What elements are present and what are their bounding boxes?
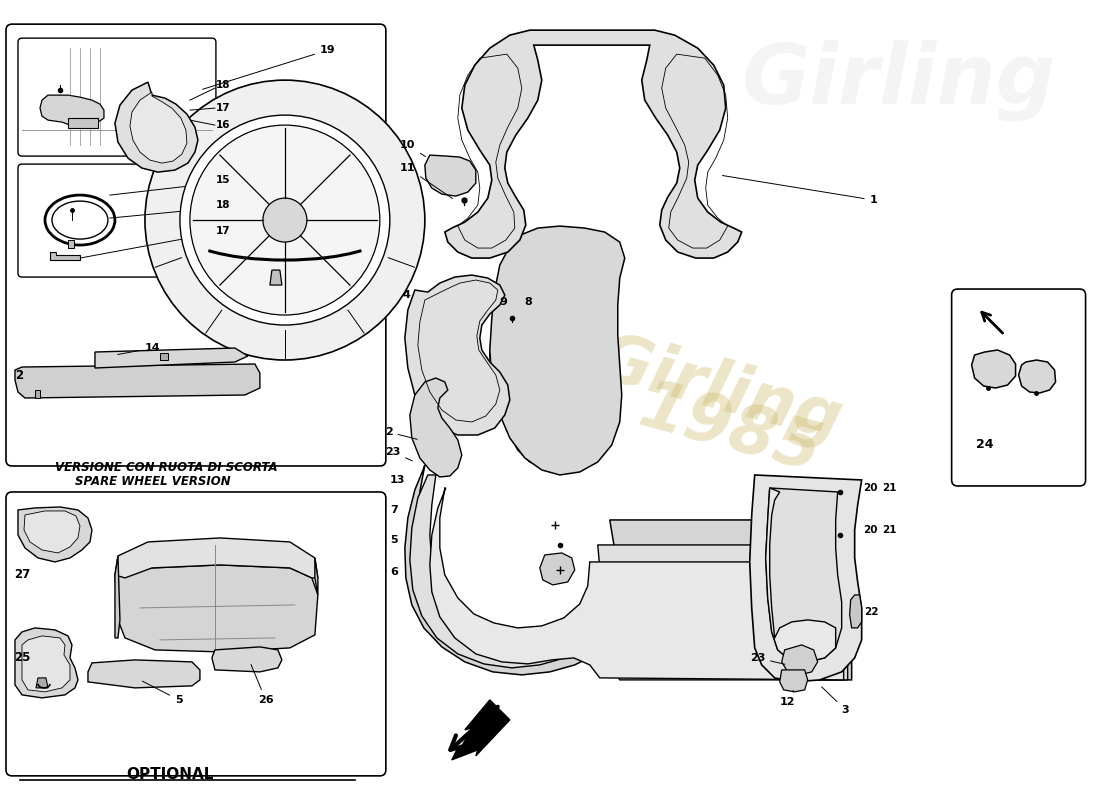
Polygon shape — [971, 350, 1015, 388]
Text: 18: 18 — [216, 200, 230, 210]
Text: 16: 16 — [216, 120, 230, 130]
Polygon shape — [15, 364, 260, 398]
Polygon shape — [410, 378, 462, 477]
FancyBboxPatch shape — [6, 492, 386, 776]
Text: 8: 8 — [525, 297, 532, 307]
Polygon shape — [444, 30, 741, 258]
Text: VERSIONE CON RUOTA DI SCORTA: VERSIONE CON RUOTA DI SCORTA — [55, 462, 277, 474]
Polygon shape — [36, 678, 48, 688]
Polygon shape — [15, 628, 78, 698]
Text: 21: 21 — [881, 525, 896, 535]
Polygon shape — [40, 95, 104, 125]
Text: 24: 24 — [976, 438, 993, 451]
Text: 19: 19 — [202, 45, 336, 90]
Text: 27: 27 — [14, 569, 30, 582]
Polygon shape — [490, 245, 603, 468]
Polygon shape — [22, 636, 70, 692]
Polygon shape — [490, 226, 625, 475]
FancyBboxPatch shape — [952, 289, 1086, 486]
Polygon shape — [88, 660, 200, 688]
Polygon shape — [116, 556, 120, 638]
Text: 17: 17 — [216, 103, 231, 113]
Text: 10: 10 — [399, 140, 426, 157]
Text: 15: 15 — [216, 175, 230, 185]
Polygon shape — [116, 565, 318, 652]
Circle shape — [190, 125, 380, 315]
Polygon shape — [35, 390, 40, 398]
Text: 17: 17 — [216, 226, 231, 236]
Polygon shape — [68, 240, 74, 248]
Text: 5: 5 — [389, 535, 397, 545]
Polygon shape — [270, 270, 282, 285]
Polygon shape — [24, 511, 80, 553]
Polygon shape — [425, 155, 476, 196]
Text: 22: 22 — [864, 607, 878, 617]
Text: 9: 9 — [499, 297, 508, 307]
Circle shape — [145, 80, 425, 360]
FancyBboxPatch shape — [18, 164, 216, 277]
Polygon shape — [405, 465, 851, 680]
Polygon shape — [430, 488, 844, 680]
Text: 7: 7 — [389, 505, 397, 515]
Polygon shape — [18, 507, 92, 562]
Text: Girling: Girling — [742, 39, 1057, 121]
Text: Girling: Girling — [590, 326, 849, 454]
FancyBboxPatch shape — [18, 38, 216, 156]
Text: 2: 2 — [15, 369, 23, 382]
Polygon shape — [766, 488, 836, 662]
Polygon shape — [780, 670, 807, 692]
Text: 25: 25 — [14, 651, 31, 664]
Polygon shape — [766, 488, 842, 662]
Text: 6: 6 — [389, 567, 398, 577]
FancyBboxPatch shape — [6, 24, 386, 466]
Text: 5: 5 — [142, 681, 183, 705]
Polygon shape — [68, 118, 98, 128]
Polygon shape — [95, 348, 248, 368]
Text: 3: 3 — [822, 687, 849, 715]
Polygon shape — [452, 700, 509, 760]
Text: 1985: 1985 — [631, 374, 828, 486]
Text: 20: 20 — [862, 525, 877, 535]
Text: 23: 23 — [385, 447, 412, 461]
Polygon shape — [130, 92, 187, 163]
Circle shape — [263, 198, 307, 242]
Polygon shape — [782, 645, 817, 675]
Text: 13: 13 — [389, 475, 405, 485]
Text: 20: 20 — [862, 483, 877, 493]
Text: 23: 23 — [750, 653, 785, 664]
Polygon shape — [540, 553, 575, 585]
Polygon shape — [410, 475, 848, 680]
Text: 4: 4 — [403, 290, 410, 300]
Text: 1: 1 — [723, 175, 878, 205]
Polygon shape — [1019, 360, 1056, 393]
Polygon shape — [160, 353, 168, 360]
Text: 11: 11 — [399, 163, 452, 198]
Polygon shape — [50, 252, 80, 260]
Text: 14: 14 — [118, 343, 161, 354]
Polygon shape — [315, 558, 318, 595]
Text: 26: 26 — [251, 665, 274, 705]
Text: 21: 21 — [881, 483, 896, 493]
Circle shape — [180, 115, 389, 325]
Polygon shape — [750, 475, 861, 682]
Polygon shape — [212, 647, 282, 672]
Polygon shape — [405, 275, 509, 435]
Text: SPARE WHEEL VERSION: SPARE WHEEL VERSION — [75, 475, 231, 489]
Text: 12: 12 — [780, 690, 795, 707]
Polygon shape — [116, 82, 198, 172]
Polygon shape — [849, 595, 861, 628]
Text: 18: 18 — [216, 80, 230, 90]
Text: OPTIONAL: OPTIONAL — [126, 767, 213, 782]
Polygon shape — [116, 538, 318, 578]
Text: 2: 2 — [385, 427, 417, 439]
